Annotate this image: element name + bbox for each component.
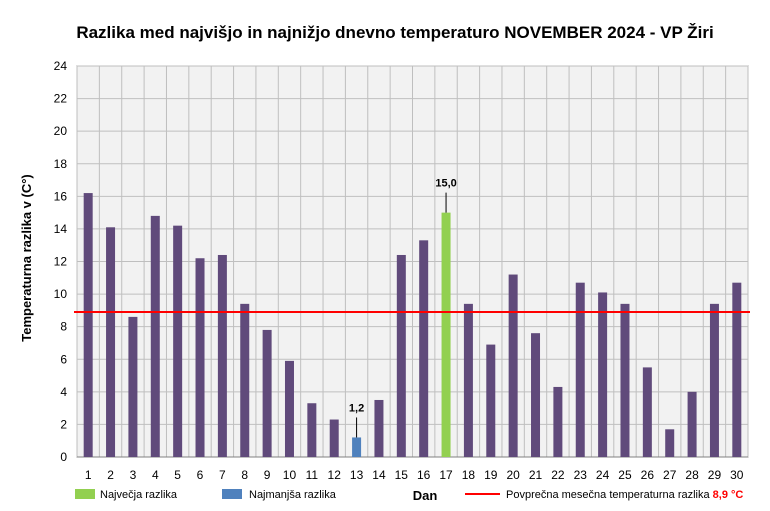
bar-day-16 (419, 240, 429, 457)
bar-day-22 (553, 386, 563, 457)
bar-day-19 (486, 344, 496, 457)
y-tick-label: 0 (60, 450, 67, 464)
x-tick-label: 9 (264, 468, 271, 482)
bar-day-28 (687, 391, 697, 457)
x-tick-label: 5 (174, 468, 181, 482)
annotations: 15,0 1,2 (349, 178, 457, 438)
x-tick-label: 12 (328, 468, 342, 482)
bar-day-4 (150, 215, 160, 457)
y-tick-label: 4 (60, 385, 67, 399)
y-tick-label: 16 (54, 189, 68, 203)
x-tick-label: 30 (730, 468, 744, 482)
x-tick-label: 26 (641, 468, 655, 482)
bar-day-11 (307, 403, 317, 457)
legend-min-label: Najmanjša razlika (249, 489, 337, 501)
bar-day-1 (83, 193, 93, 457)
y-tick-label: 20 (54, 124, 68, 138)
bar-day-25 (620, 303, 630, 457)
x-tick-label: 16 (417, 468, 431, 482)
bar-day-29 (709, 303, 719, 457)
bar-day-6 (195, 258, 205, 457)
bar-day-26 (642, 367, 652, 457)
chart-title: Razlika med najvišjo in najnižjo dnevno … (76, 23, 713, 42)
x-tick-label: 15 (395, 468, 409, 482)
x-tick-label: 11 (306, 468, 319, 482)
legend-min-swatch (222, 489, 242, 499)
x-tick-label: 24 (596, 468, 610, 482)
y-tick-label: 18 (54, 157, 68, 171)
legend-average-value: 8,9 °C (713, 489, 744, 501)
legend-average-text: Povprečna mesečna temperaturna razlika 8… (506, 489, 743, 501)
x-axis-ticks: 1 2 3 4 5 6 7 8 9 10 11 12 13 14 15 16 17 18 19 20 21 22 23 24 2… (85, 468, 744, 482)
bar-day-2 (106, 227, 116, 457)
x-tick-label: 3 (130, 468, 137, 482)
x-tick-label: 21 (529, 468, 543, 482)
x-tick-label: 29 (708, 468, 722, 482)
bar-day-17 (441, 212, 451, 457)
max-annotation-label: 15,0 (435, 178, 456, 190)
x-tick-label: 14 (372, 468, 386, 482)
x-axis-label: Dan (413, 488, 438, 503)
y-tick-label: 2 (60, 417, 67, 431)
y-axis-label: Temperaturna razlika v (C°) (19, 174, 34, 342)
x-tick-label: 7 (219, 468, 226, 482)
min-annotation-label: 1,2 (349, 402, 364, 414)
bar-day-15 (396, 254, 406, 457)
x-tick-label: 17 (439, 468, 453, 482)
bar-day-30 (732, 282, 742, 457)
bar-day-7 (217, 254, 227, 457)
x-tick-label: 19 (484, 468, 498, 482)
bar-day-10 (284, 360, 294, 457)
x-tick-label: 28 (685, 468, 699, 482)
bar-day-13 (352, 437, 362, 457)
x-tick-label: 10 (283, 468, 297, 482)
x-tick-label: 4 (152, 468, 159, 482)
y-tick-label: 8 (60, 320, 67, 334)
bar-day-9 (262, 329, 272, 457)
y-tick-label: 6 (60, 352, 67, 366)
x-tick-label: 6 (197, 468, 204, 482)
bar-day-3 (128, 316, 138, 457)
x-tick-label: 2 (107, 468, 114, 482)
bar-day-27 (665, 429, 675, 457)
legend-max-label: Največja razlika (100, 489, 178, 501)
grid-lines (76, 65, 749, 458)
bar-day-12 (329, 419, 339, 457)
x-tick-label: 18 (462, 468, 476, 482)
bar-day-21 (531, 333, 541, 457)
bar-day-20 (508, 274, 518, 457)
bar-day-24 (598, 292, 608, 457)
x-tick-label: 23 (574, 468, 588, 482)
bar-day-14 (374, 399, 384, 457)
x-tick-label: 22 (551, 468, 565, 482)
bar-day-8 (240, 303, 250, 457)
x-tick-label: 25 (618, 468, 632, 482)
y-tick-label: 24 (54, 59, 68, 73)
bar-day-18 (463, 303, 473, 457)
x-tick-label: 13 (350, 468, 364, 482)
legend: Največja razlika Najmanjša razlika Povpr… (75, 489, 743, 501)
bar-day-5 (173, 225, 183, 457)
x-tick-label: 1 (85, 468, 92, 482)
bars (83, 193, 742, 457)
y-tick-label: 12 (54, 255, 68, 269)
x-tick-label: 8 (241, 468, 248, 482)
x-tick-label: 27 (663, 468, 677, 482)
y-tick-label: 14 (54, 222, 68, 236)
legend-max-swatch (75, 489, 95, 499)
y-tick-label: 22 (54, 92, 68, 106)
legend-average-label: Povprečna mesečna temperaturna razlika (506, 489, 710, 501)
y-tick-label: 10 (54, 287, 68, 301)
bar-day-23 (575, 282, 585, 457)
x-tick-label: 20 (506, 468, 520, 482)
